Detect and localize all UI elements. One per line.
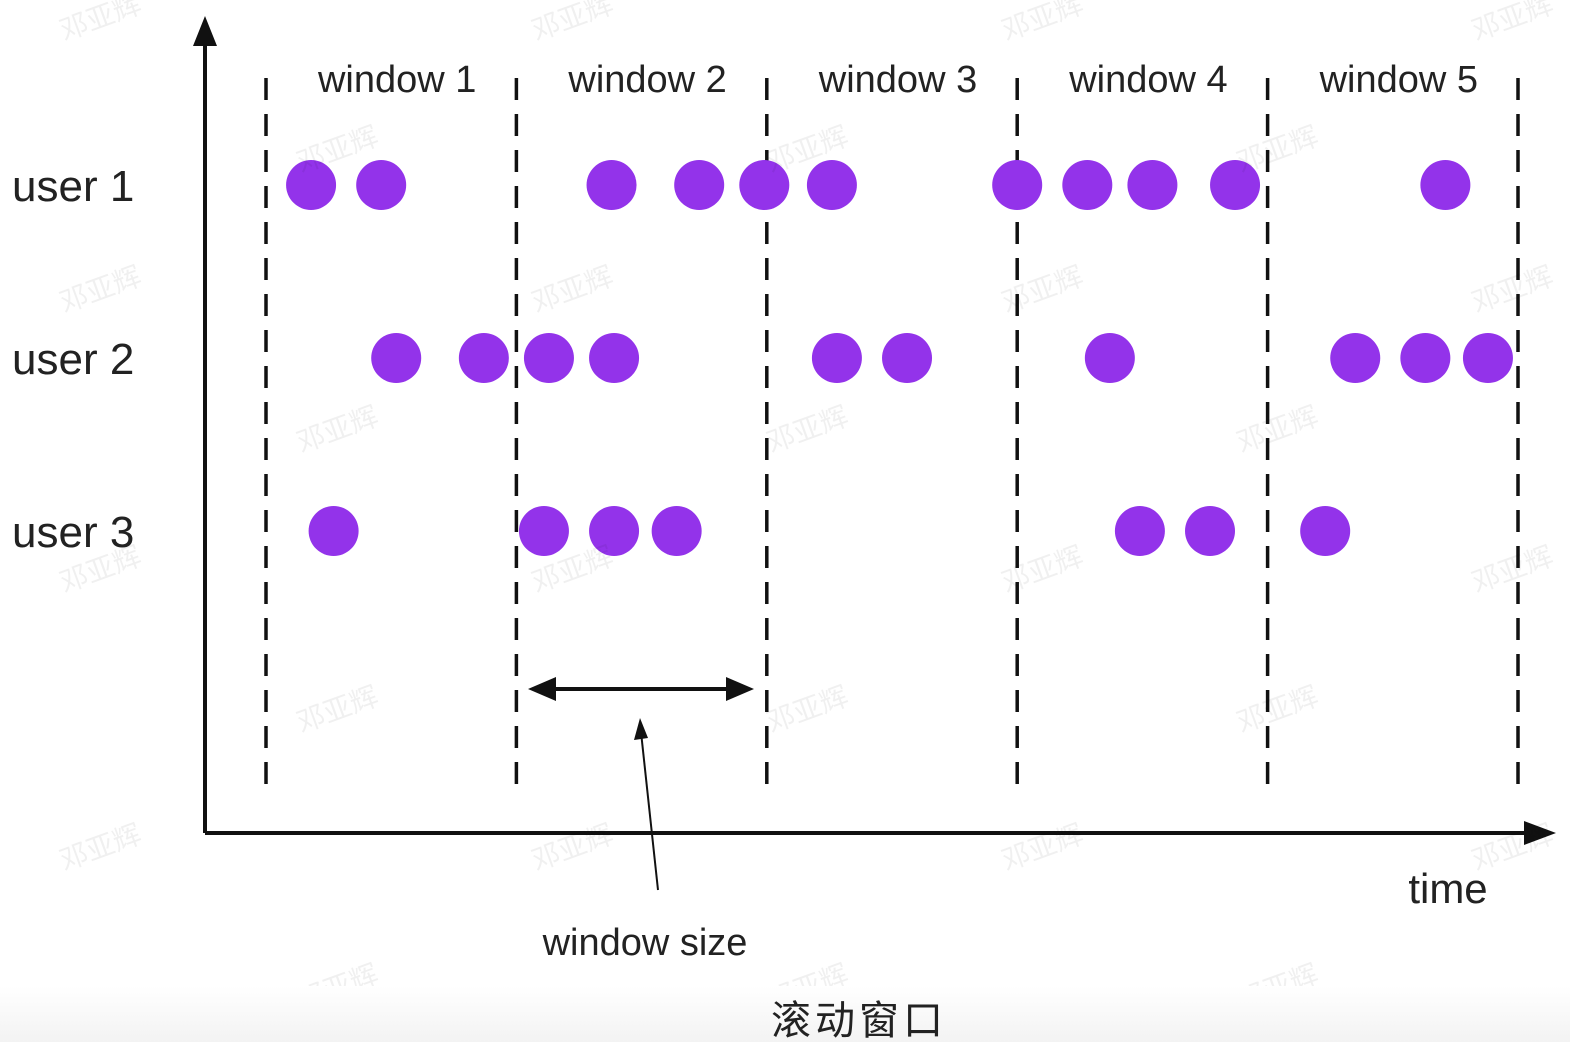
event-dot — [1400, 333, 1451, 383]
event-dot — [1300, 506, 1351, 556]
caption-band — [0, 986, 1570, 1042]
window-size-arrowhead-left — [528, 677, 556, 701]
event-dot — [1330, 333, 1381, 383]
window-label: window 2 — [567, 59, 726, 101]
window-size-pointer-line — [640, 731, 659, 891]
event-dot — [739, 160, 790, 210]
window-size-arrowhead-right — [726, 677, 754, 701]
event-dot — [371, 333, 422, 383]
window-size-pointer-head — [634, 718, 648, 740]
window-label: window 1 — [317, 59, 476, 101]
event-dot — [1462, 333, 1513, 383]
event-dot — [286, 160, 337, 210]
window-label: window 3 — [818, 59, 977, 101]
event-dot — [674, 160, 725, 210]
x-axis-arrowhead — [1524, 821, 1556, 845]
event-dot — [992, 160, 1043, 210]
event-dot — [882, 333, 933, 383]
event-dot — [523, 333, 574, 383]
event-dot — [806, 160, 857, 210]
event-dot — [589, 506, 640, 556]
event-dot — [651, 506, 702, 556]
user-label: user 1 — [12, 162, 134, 211]
event-dot — [518, 506, 569, 556]
window-label: window 4 — [1068, 59, 1227, 101]
user-label: user 3 — [12, 508, 134, 557]
event-dot — [1127, 160, 1178, 210]
event-dot — [1114, 506, 1165, 556]
event-dot — [811, 333, 862, 383]
x-axis-label: time — [1408, 865, 1487, 912]
event-dot — [586, 160, 637, 210]
window-size-label: window size — [542, 922, 748, 964]
event-dot — [1185, 506, 1236, 556]
event-dot — [1420, 160, 1471, 210]
event-dot — [308, 506, 359, 556]
window-label: window 5 — [1319, 59, 1478, 101]
diagram-caption: 滚动窗口 — [771, 998, 947, 1044]
event-dot — [356, 160, 407, 210]
event-dot — [458, 333, 509, 383]
event-dot — [1084, 333, 1135, 383]
event-dot — [1062, 160, 1113, 210]
event-dot — [589, 333, 640, 383]
event-dot — [1210, 160, 1261, 210]
y-axis-arrowhead — [193, 16, 217, 46]
user-label: user 2 — [12, 335, 134, 384]
